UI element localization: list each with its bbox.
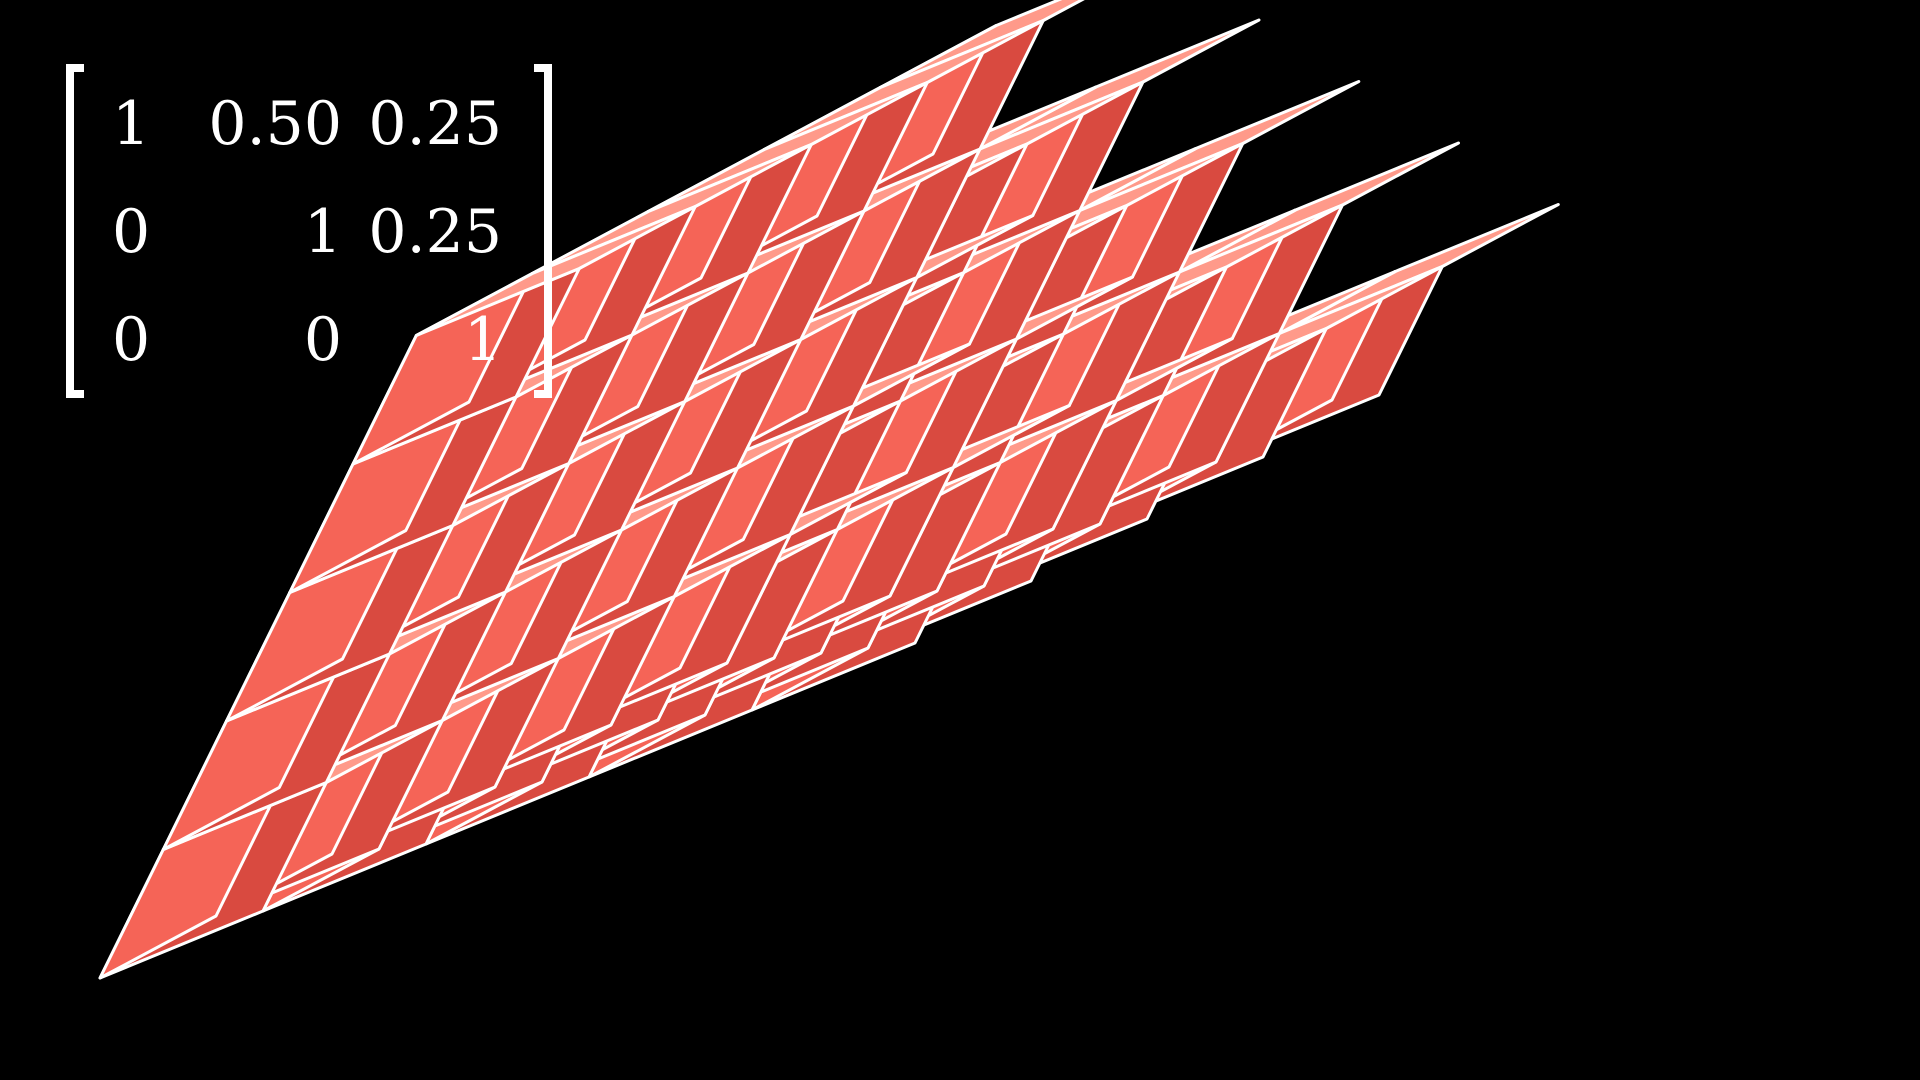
matrix-cell: 0.25 <box>368 197 502 267</box>
matrix-cell: 0.25 <box>368 89 502 159</box>
matrix-cell: 1 <box>112 89 151 159</box>
matrix-cell: 1 <box>463 305 502 375</box>
matrix-cell: 1 <box>303 197 342 267</box>
matrix-cell: 0 <box>112 197 151 267</box>
matrix-cell: 0 <box>303 305 342 375</box>
matrix-cell: 0.50 <box>208 89 342 159</box>
matrix-cell: 0 <box>112 305 151 375</box>
right-bracket <box>534 64 552 398</box>
transformation-matrix: 1 0.50 0.25 0 1 0.25 0 0 1 <box>62 64 556 400</box>
matrix-entries: 1 0.50 0.25 0 1 0.25 0 0 1 <box>102 86 502 410</box>
left-bracket <box>66 64 84 398</box>
cube <box>351 205 697 466</box>
